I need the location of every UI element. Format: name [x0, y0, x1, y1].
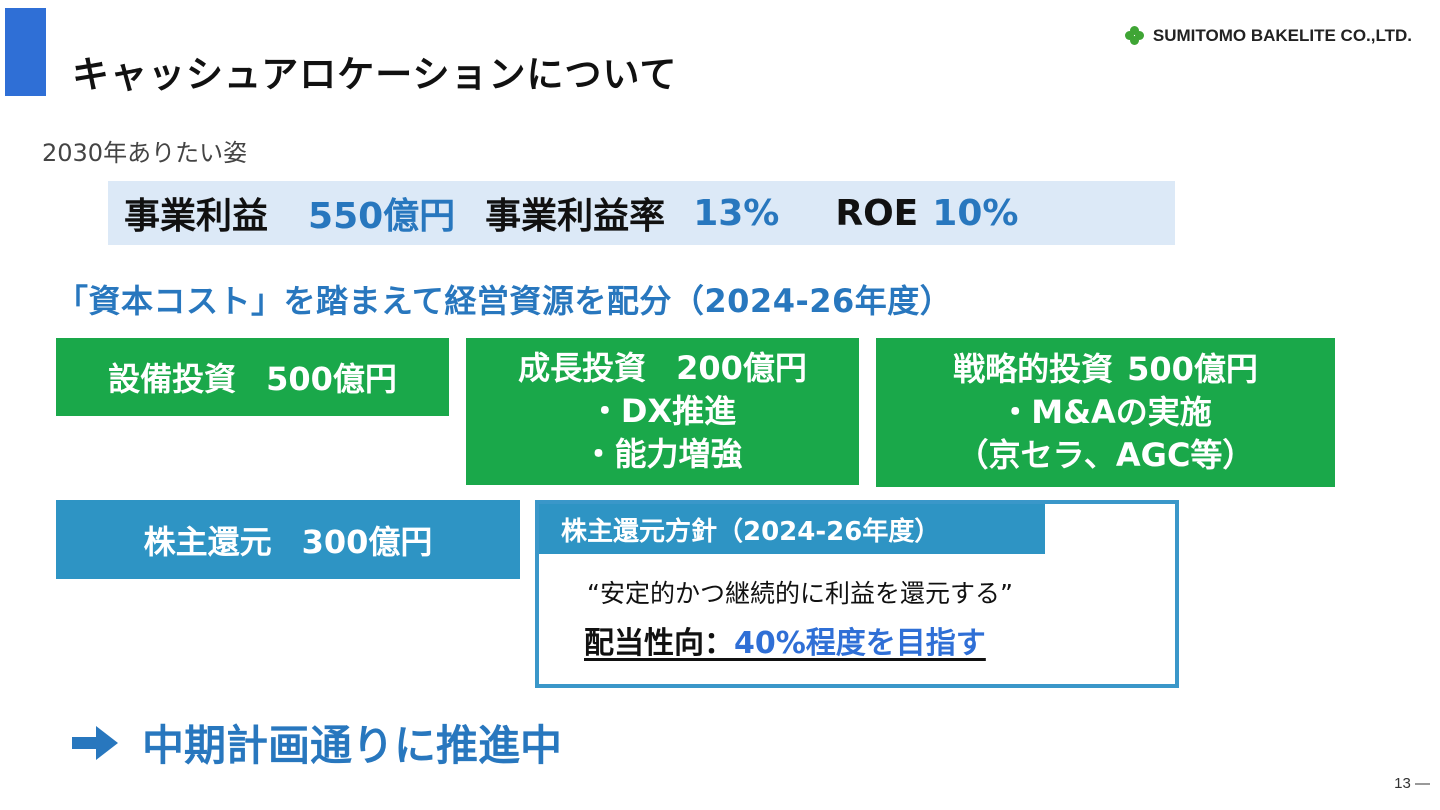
strategic-amount: 500億円 [1127, 350, 1258, 388]
return-policy-box: 株主還元方針（2024-26年度） “安定的かつ継続的に利益を還元する” 配当性… [535, 500, 1179, 688]
company-name: SUMITOMO BAKELITE CO.,LTD. [1152, 26, 1412, 45]
strategic-item-ma: ・M&Aの実施 [999, 393, 1212, 431]
capex-amount: 500億円 [266, 360, 397, 398]
policy-title: 株主還元方針（2024-26年度） [539, 504, 1045, 554]
target-label-margin: 事業利益率 [485, 196, 666, 237]
returns-label: 株主還元 [143, 522, 272, 561]
strategic-label: 戦略的投資 [953, 350, 1114, 388]
strategic-item-examples: （京セラ、AGC等） [956, 436, 1255, 474]
four-leaf-logo-icon [1124, 26, 1145, 46]
strategic-investment-box: 戦略的投資 500億円 ・M&Aの実施 （京セラ、AGC等） [876, 338, 1335, 487]
page-number: 13 — [1394, 775, 1430, 792]
shareholder-returns-box: 株主還元 300億円 [56, 500, 520, 579]
policy-payout-target: 配当性向：40%程度を目指す [584, 618, 986, 662]
payout-value: 40%程度を目指す [734, 626, 986, 661]
policy-quote: “安定的かつ継続的に利益を還元する” [587, 579, 1013, 608]
payout-label: 配当性向： [584, 626, 734, 661]
growth-label: 成長投資 [518, 349, 647, 387]
vision-subtitle: 2030年ありたい姿 [42, 139, 248, 167]
target-band: 事業利益 550億円 事業利益率 13% ROE 10% [108, 181, 1175, 245]
target-value-margin: 13% [693, 192, 780, 234]
growth-item-capacity: ・能力増強 [582, 435, 743, 473]
target-label-profit: 事業利益 [124, 196, 269, 237]
page-title: キャッシュアロケーションについて [72, 53, 678, 96]
accent-bar [5, 8, 46, 96]
growth-item-dx: ・DX推進 [588, 392, 737, 430]
conclusion-text: 中期計画通りに推進中 [142, 721, 563, 770]
returns-amount: 300億円 [301, 522, 433, 561]
target-value-roe: 10% [932, 192, 1019, 234]
capex-label: 設備投資 [108, 360, 237, 398]
capex-box: 設備投資 500億円 [56, 338, 449, 416]
allocation-heading: 「資本コスト」を踏まえて経営資源を配分（2024-26年度） [56, 282, 953, 320]
right-arrow-icon [72, 725, 118, 760]
target-label-roe: ROE [835, 192, 919, 234]
growth-investment-box: 成長投資 200億円 ・DX推進 ・能力増強 [466, 338, 859, 485]
conclusion: 中期計画通りに推進中 [72, 712, 562, 773]
growth-amount: 200億円 [676, 349, 807, 387]
target-value-profit: 550億円 [308, 196, 456, 237]
company-logo: SUMITOMO BAKELITE CO.,LTD. [1124, 26, 1412, 46]
